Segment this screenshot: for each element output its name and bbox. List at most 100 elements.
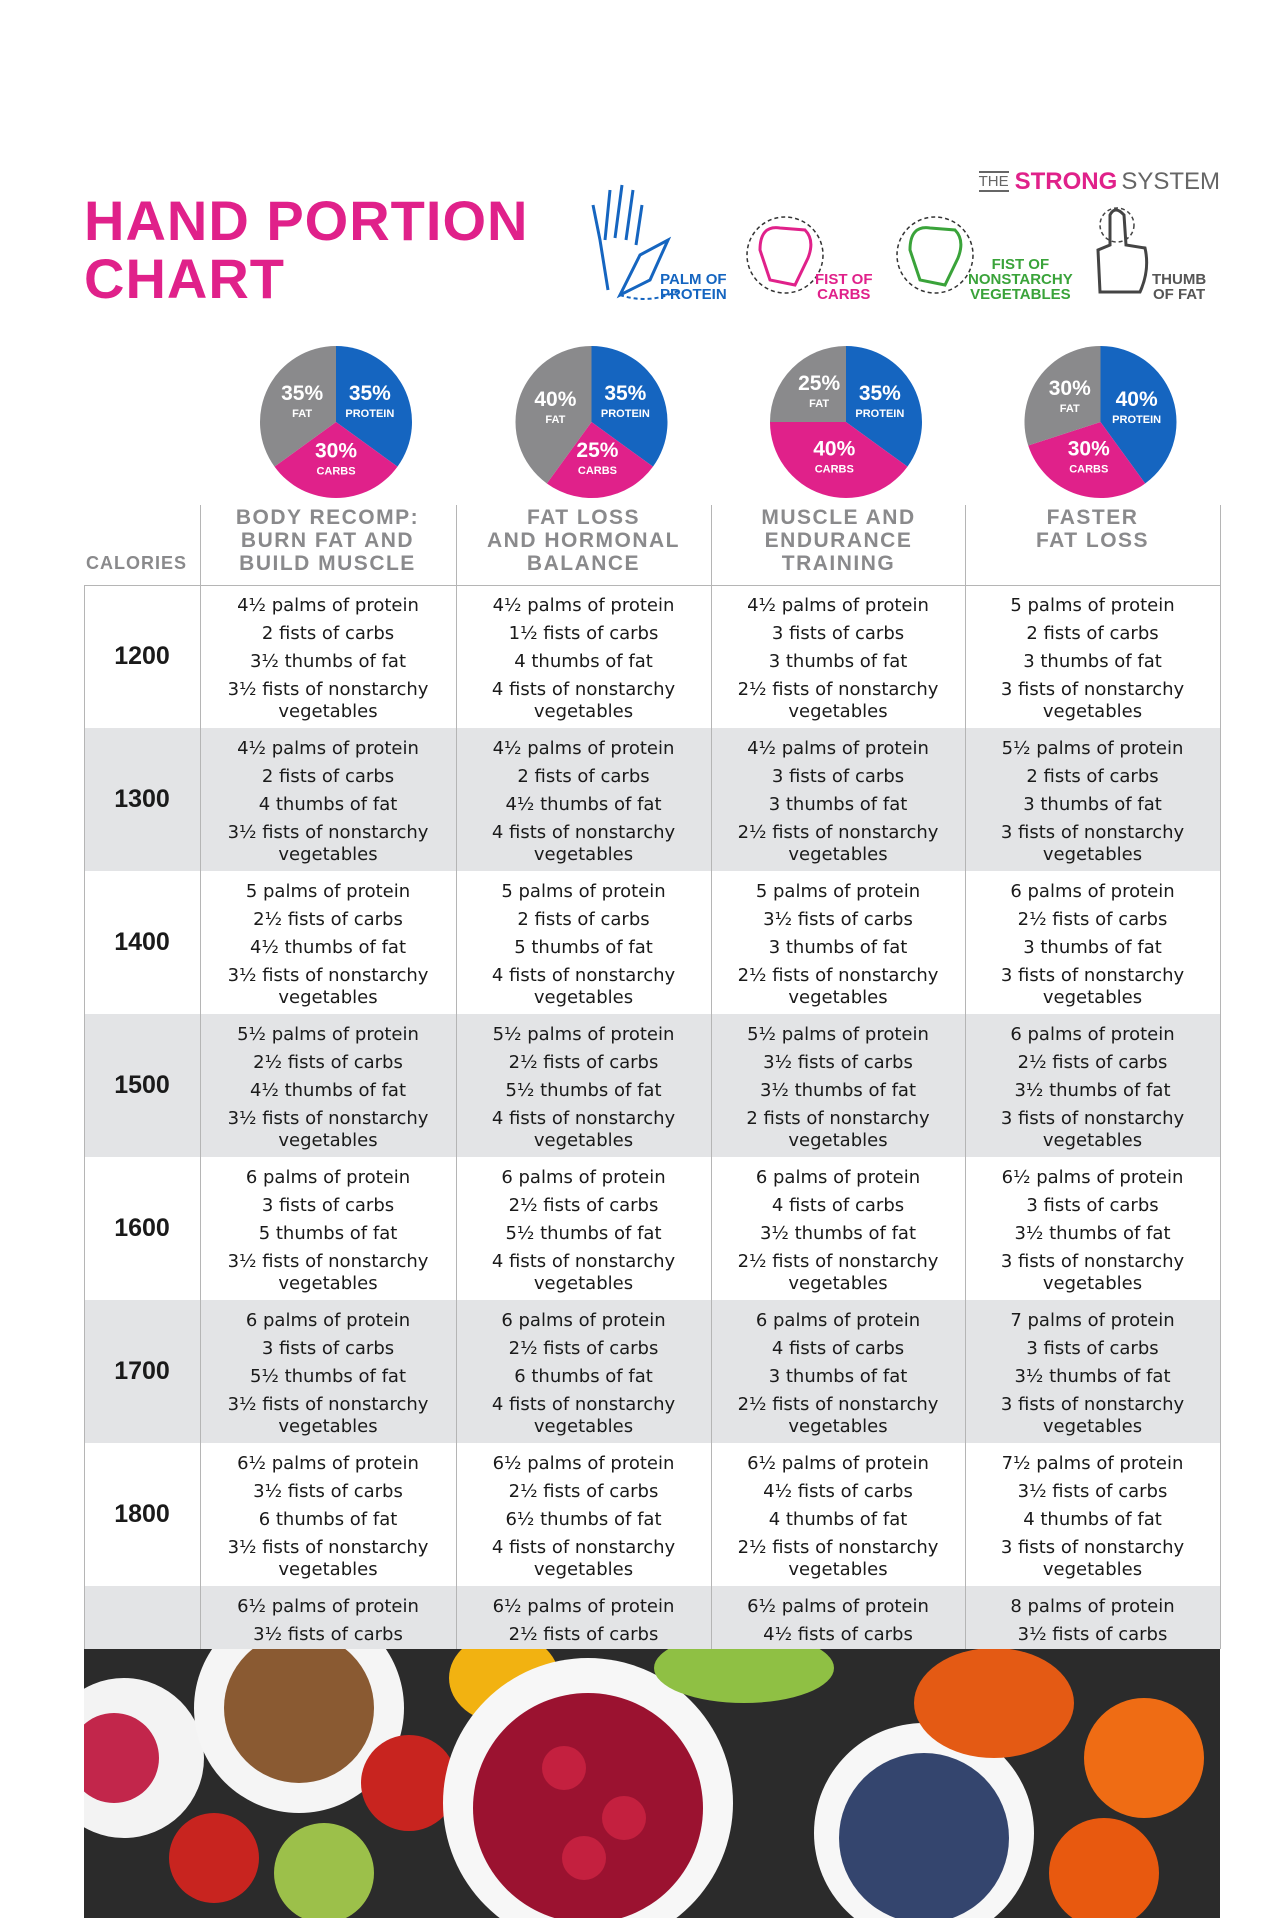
pie-slice	[336, 346, 413, 467]
legend-line: PROTEIN	[660, 286, 727, 303]
portion-item: 4 fists of nonstarchy vegetables	[491, 1394, 676, 1437]
pie-slice	[770, 346, 846, 422]
column-divider	[84, 585, 85, 1649]
column-divider	[200, 505, 201, 1649]
pie-slice	[1100, 346, 1177, 484]
pie-category-label: CARBS	[815, 464, 854, 476]
table-row	[84, 871, 1220, 1014]
pies: 35% PROTEIN 30% CARBS 35% FAT 35% PROTEIN 25% CAR…	[260, 346, 1177, 499]
portion-cell: 6½ palms of protein 4½ fists of carbs	[711, 1586, 965, 1649]
portion-item: 3 thumbs of fat	[1023, 794, 1162, 815]
pie-slice	[515, 346, 592, 484]
pie-value-label: 30%	[315, 440, 357, 463]
pie-category-label: FAT	[545, 414, 565, 426]
portion-item: 5½ palms of protein	[237, 1024, 419, 1045]
portion-item: 2½ fists of nonstarchy vegetables	[737, 1251, 939, 1294]
portion-item: 3½ fists of carbs	[763, 909, 913, 930]
header-line: BODY RECOMP:	[235, 506, 420, 529]
column-divider	[711, 505, 712, 1649]
pie-value-label: 35%	[859, 382, 901, 405]
portion-item: 3½ fists of nonstarchy vegetables	[227, 1537, 429, 1580]
portion-item: 4 thumbs of fat	[514, 651, 653, 672]
portion-item: 6½ palms of protein	[492, 1453, 675, 1474]
pie-value-label: 25%	[576, 439, 618, 462]
pie-category-label: PROTEIN	[1112, 414, 1161, 426]
pie-value-label: 40%	[813, 438, 855, 461]
portion-item: 4½ palms of protein	[747, 595, 929, 616]
portion-item: 3½ fists of carbs	[1017, 1481, 1168, 1502]
legend-line: CARBS	[817, 286, 871, 303]
legend-line: PALM OF	[660, 271, 727, 288]
portion-item: 3 fists of nonstarchy vegetables	[1000, 1394, 1185, 1437]
legend-line: OF FAT	[1152, 286, 1206, 303]
portion-item: 6 palms of protein	[755, 1167, 921, 1188]
calories-value: 1700	[114, 1357, 170, 1385]
portion-item: 6 palms of protein	[501, 1167, 666, 1188]
portion-item: 6½ palms of protein	[237, 1453, 419, 1474]
pie-value-label: 40%	[1116, 388, 1158, 411]
portion-item: 6 palms of protein	[245, 1167, 411, 1188]
portion-cell: 6 palms of protein 2½ fists of carbs 3½ th…	[965, 1014, 1220, 1157]
pie-value-label: 35%	[281, 382, 323, 405]
plan-header: BODY RECOMP: BURN FAT AND BUILD MUSCLE	[200, 506, 455, 575]
pie-slice	[846, 346, 922, 467]
portion-item: 3 fists of nonstarchy vegetables	[1000, 679, 1185, 722]
legend-line: FIST OF	[815, 271, 873, 288]
portion-item: 4 fists of carbs	[771, 1338, 905, 1359]
portion-item: 8 palms of protein	[1010, 1596, 1175, 1617]
portion-item: 5½ palms of protein	[492, 1024, 675, 1045]
plan-header: FASTER FAT LOSS	[965, 506, 1220, 552]
portion-item: 5 palms of protein	[501, 881, 666, 902]
portion-item: 3½ thumbs of fat	[1014, 1080, 1171, 1101]
portion-item: 3 thumbs of fat	[1023, 937, 1162, 958]
pie-category-label: CARBS	[578, 465, 617, 477]
portion-item: 4 fists of nonstarchy vegetables	[491, 1537, 676, 1580]
portion-item: 6½ palms of protein	[237, 1596, 419, 1617]
portion-item: 5½ palms of protein	[747, 1024, 929, 1045]
pie-slice	[1024, 346, 1101, 446]
portion-cell: 4½ palms of protein 2 fists of carbs 4½ th…	[456, 728, 711, 871]
portion-item: 4 fists of nonstarchy vegetables	[491, 1108, 676, 1151]
pie-slice	[260, 346, 336, 467]
portion-item: 6½ thumbs of fat	[505, 1509, 662, 1530]
pie-slice	[770, 422, 908, 498]
pie-value-label: 40%	[534, 388, 576, 411]
legend-label: FIST OF NONSTARCHY VEGETABLES	[968, 257, 1073, 302]
portion-item: 2½ fists of carbs	[508, 1052, 659, 1073]
portion-item: 1½ fists of carbs	[508, 623, 659, 644]
portion-cell: 6 palms of protein 2½ fists of carbs 6 thu…	[456, 1300, 711, 1443]
portion-item: 3½ thumbs of fat	[759, 1080, 917, 1101]
fist-carbs-icon	[746, 216, 824, 294]
pie-value-label: 35%	[604, 382, 646, 405]
header-line: AND HORMONAL	[487, 529, 680, 552]
header-line: FAT LOSS	[526, 506, 641, 529]
portion-item: 2 fists of carbs	[261, 623, 395, 644]
portion-item: 4½ fists of carbs	[763, 1481, 913, 1502]
column-divider	[1220, 505, 1221, 1649]
legend-line: FIST OF	[991, 256, 1050, 273]
portion-item: 3 fists of carbs	[771, 623, 905, 644]
legend-label: PALM OF PROTEIN	[660, 272, 727, 302]
portion-item: 2½ fists of nonstarchy vegetables	[737, 679, 939, 722]
pie-category-label: PROTEIN	[601, 408, 650, 420]
portion-item: 2 fists of carbs	[517, 909, 650, 930]
portion-item: 3 fists of carbs	[1026, 1195, 1159, 1216]
portion-item: 2½ fists of carbs	[1017, 909, 1168, 930]
portion-item: 2½ fists of carbs	[1017, 1052, 1168, 1073]
portion-cell: 4½ palms of protein 3 fists of carbs 3 thu…	[711, 585, 965, 728]
portion-item: 5 palms of protein	[755, 881, 921, 902]
header-line: FASTER	[1046, 506, 1139, 529]
portion-item: 3 fists of nonstarchy vegetables	[1000, 822, 1185, 865]
portion-item: 2½ fists of carbs	[253, 909, 403, 930]
brand-name: STRONG	[1014, 168, 1118, 195]
table-row	[84, 1300, 1220, 1443]
portion-cell: 7½ palms of protein 3½ fists of carbs 4 th…	[965, 1443, 1220, 1586]
portion-item: 4 thumbs of fat	[768, 1509, 908, 1530]
portion-cell: 6½ palms of protein 3½ fists of carbs	[200, 1586, 456, 1649]
portion-item: 5 thumbs of fat	[514, 937, 653, 958]
portion-item: 3 fists of nonstarchy vegetables	[1000, 1108, 1185, 1151]
palm-icon	[591, 184, 681, 300]
portion-item: 3 thumbs of fat	[768, 651, 908, 672]
title-line: HAND PORTION	[84, 189, 529, 252]
portion-cell: 4½ palms of protein 2 fists of carbs 3½ th…	[200, 585, 456, 728]
